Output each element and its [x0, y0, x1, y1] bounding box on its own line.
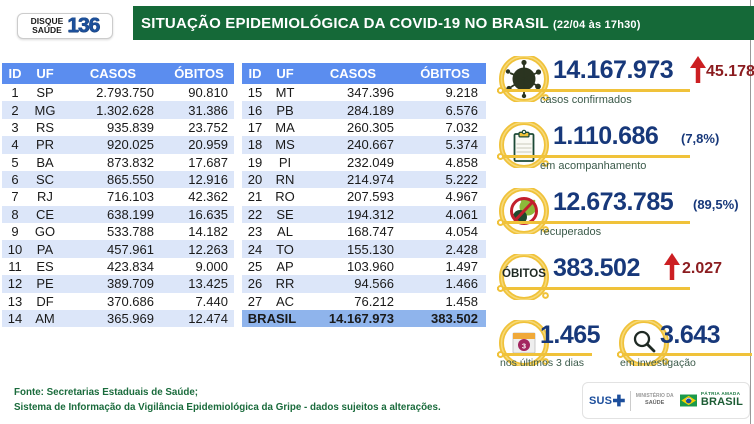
svg-text:3: 3 [522, 341, 526, 350]
